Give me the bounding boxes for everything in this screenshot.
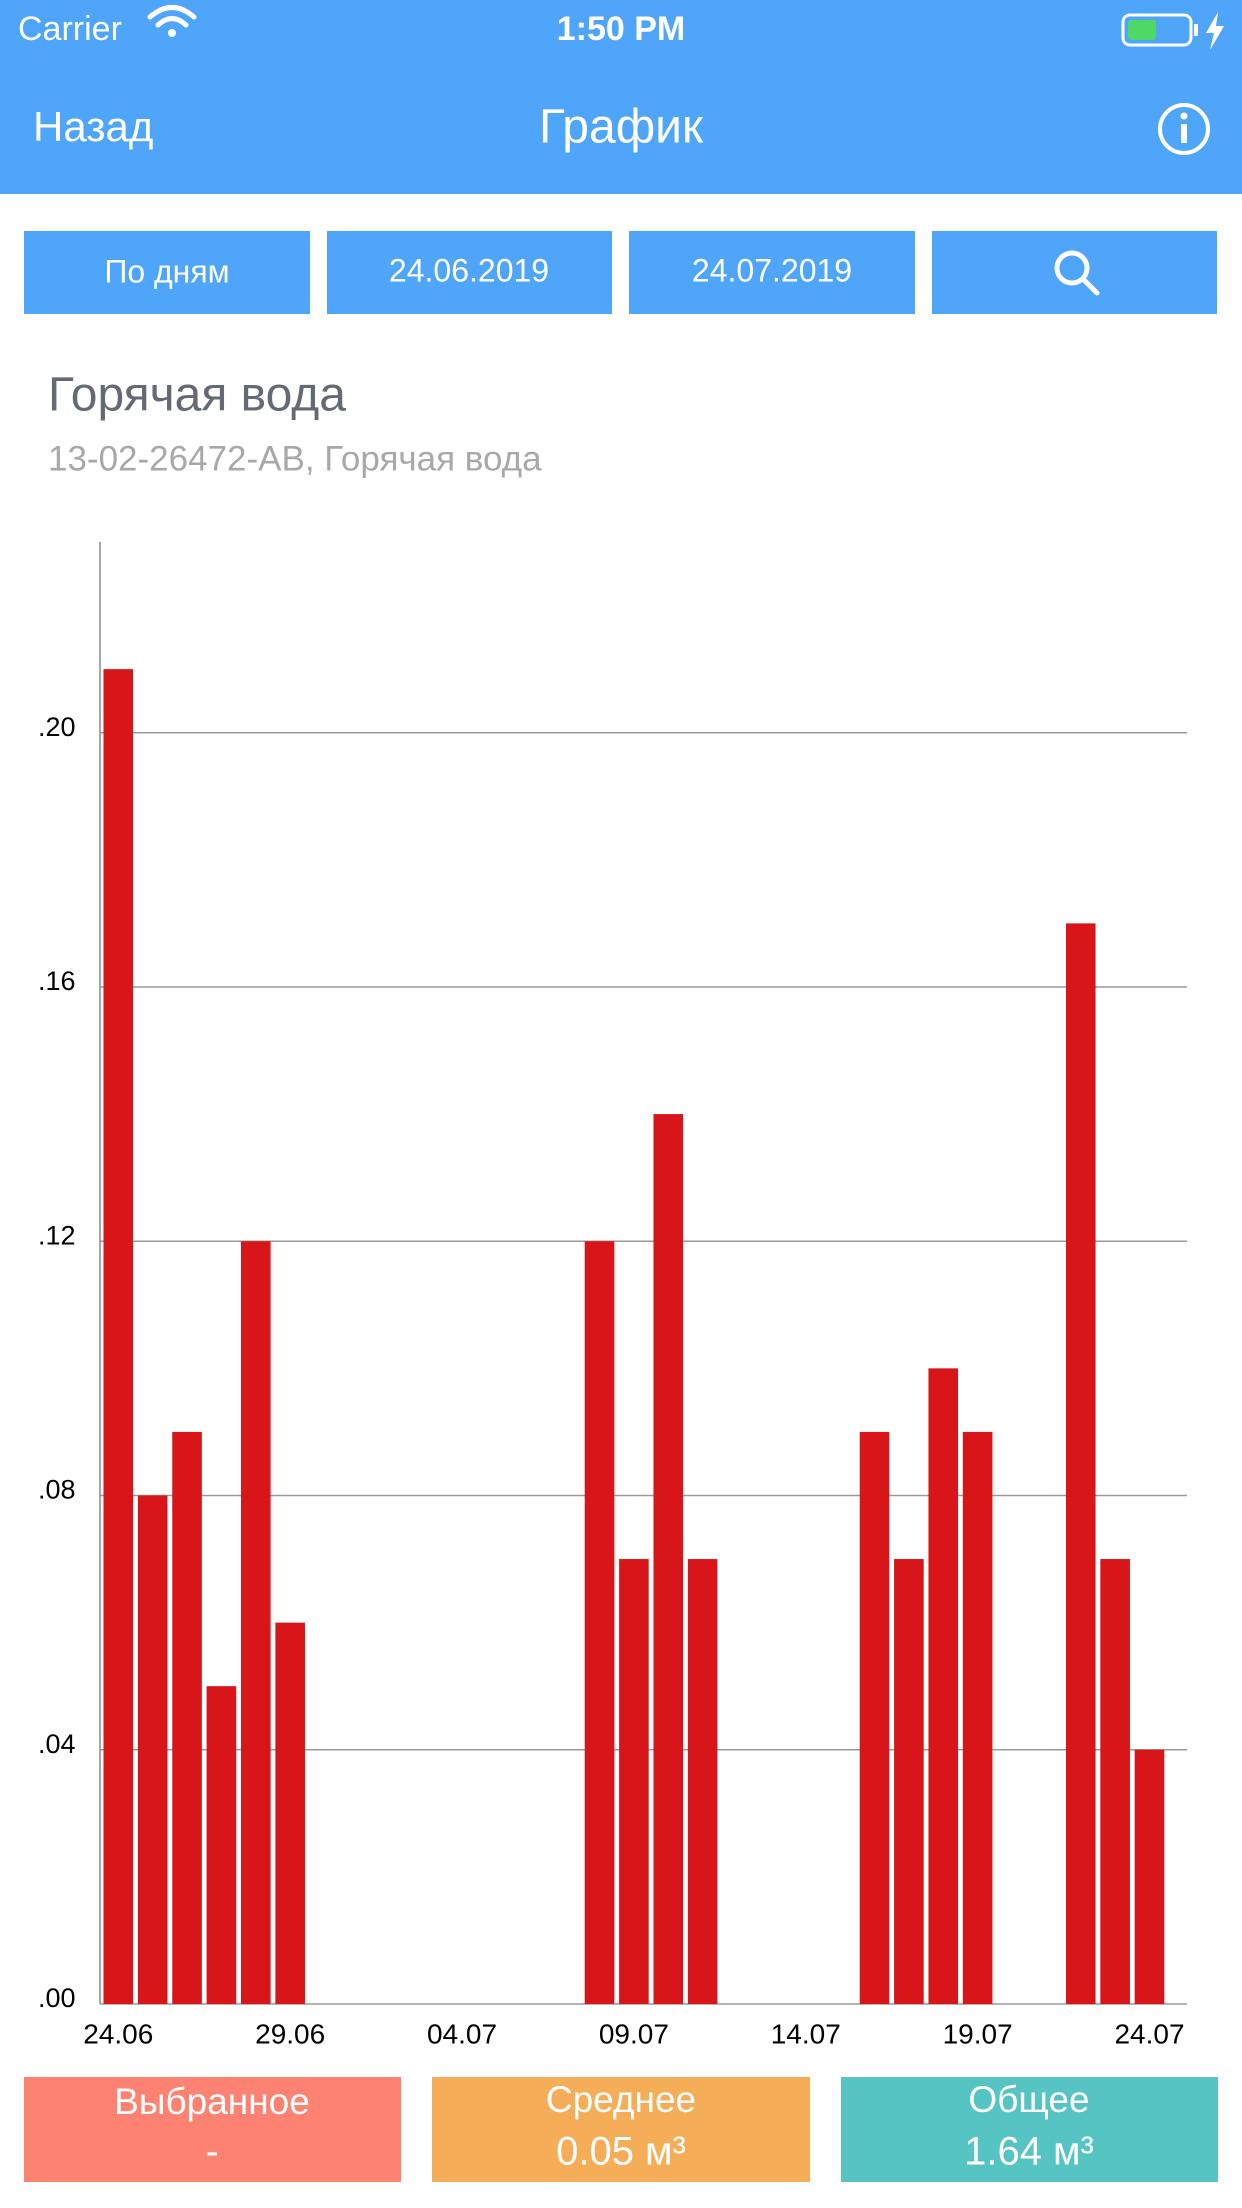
x-tick-label: 09.07	[599, 2018, 669, 2049]
bar	[653, 1114, 684, 2004]
to-date-button[interactable]	[629, 231, 915, 314]
back-button[interactable]: Назад	[33, 103, 153, 150]
bar	[619, 1559, 649, 2004]
y-tick-label: .08	[38, 1475, 76, 1505]
nav-background	[0, 0, 1242, 194]
to-date: 24.07.2019	[692, 252, 852, 288]
bar	[206, 1686, 237, 2004]
bar	[962, 1431, 993, 2004]
bar	[687, 1559, 718, 2004]
bar	[1134, 1749, 1165, 2004]
total-card	[841, 2077, 1218, 2182]
y-tick-label: .16	[38, 966, 76, 996]
x-tick-label: 24.06	[83, 2018, 153, 2049]
y-tick-label: .20	[38, 712, 76, 742]
x-tick-label: 24.07	[1114, 2018, 1184, 2049]
chart-subtitle: 13-02-26472-AB, Горячая вода	[48, 439, 542, 478]
bar	[1100, 1559, 1130, 2004]
battery-icon	[1121, 12, 1224, 50]
summary-label: Общее	[968, 2079, 1089, 2120]
bar	[240, 1241, 271, 2004]
x-tick-label: 14.07	[771, 2018, 841, 2049]
x-tick-label: 19.07	[943, 2018, 1013, 2049]
nav-title: График	[539, 101, 704, 154]
search-icon	[1054, 250, 1100, 296]
average-card	[432, 2077, 810, 2182]
wifi-icon	[147, 5, 197, 37]
summary-value: 1.64 м³	[964, 2130, 1094, 2174]
summary-label: Среднее	[546, 2079, 696, 2120]
search-button[interactable]	[932, 231, 1217, 314]
x-tick-label: 04.07	[427, 2018, 497, 2049]
selected-card	[24, 2077, 401, 2182]
chart-title: Горячая вода	[48, 369, 346, 422]
bar	[894, 1559, 924, 2004]
bar	[859, 1431, 890, 2004]
summary-label: Выбранное	[114, 2081, 310, 2122]
bar	[1065, 923, 1096, 2004]
chart: .00 .04 .08 .12 .16 .20 24.06 29.06 04.07 09.07 14…	[38, 542, 1187, 2049]
period-button[interactable]	[24, 231, 310, 314]
bar	[584, 1241, 615, 2004]
info-button[interactable]	[1158, 103, 1210, 155]
from-date: 24.06.2019	[389, 252, 549, 288]
carrier: Carrier	[18, 10, 122, 48]
bar	[172, 1431, 202, 2004]
y-tick-label: .04	[38, 1729, 76, 1759]
bar	[137, 1495, 168, 2004]
period-label: По дням	[104, 253, 229, 289]
y-tick-label: .12	[38, 1220, 76, 1250]
bar	[928, 1368, 959, 2004]
x-tick-label: 29.06	[255, 2018, 325, 2049]
summary-value: 0.05 м³	[556, 2130, 686, 2174]
bar	[275, 1622, 305, 2004]
bar	[103, 669, 134, 2005]
clock: 1:50 PM	[557, 10, 686, 48]
summary-value: -	[205, 2130, 218, 2174]
y-tick-label: .00	[38, 1983, 76, 2013]
from-date-button[interactable]	[327, 231, 612, 314]
